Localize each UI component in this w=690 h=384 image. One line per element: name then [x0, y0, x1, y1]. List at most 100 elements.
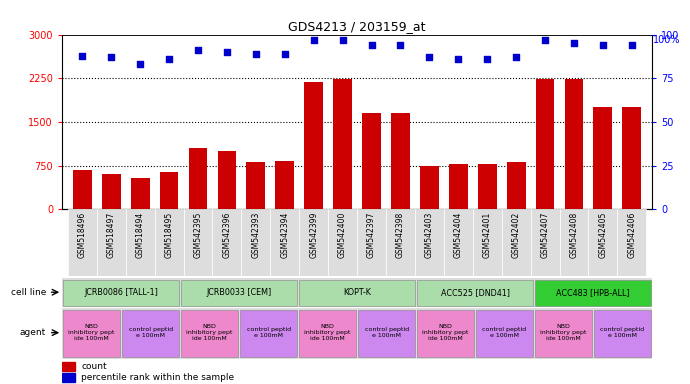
- Text: GSM518495: GSM518495: [165, 211, 174, 258]
- Text: control peptid
e 100mM: control peptid e 100mM: [482, 327, 526, 338]
- Text: control peptid
e 100mM: control peptid e 100mM: [600, 327, 644, 338]
- Text: control peptid
e 100mM: control peptid e 100mM: [364, 327, 408, 338]
- Point: [424, 54, 435, 60]
- Bar: [358, 310, 415, 357]
- Bar: [531, 209, 560, 276]
- Bar: [449, 164, 468, 209]
- Bar: [63, 310, 120, 357]
- Point: [395, 42, 406, 48]
- Bar: [622, 108, 641, 209]
- Bar: [593, 108, 612, 209]
- Bar: [417, 280, 533, 306]
- Bar: [299, 310, 356, 357]
- Bar: [181, 310, 238, 357]
- Point: [77, 53, 88, 59]
- Point: [453, 56, 464, 62]
- Title: GDS4213 / 203159_at: GDS4213 / 203159_at: [288, 20, 426, 33]
- Text: GSM542408: GSM542408: [569, 211, 578, 258]
- Text: GSM542394: GSM542394: [280, 211, 289, 258]
- Bar: [217, 151, 237, 209]
- Bar: [415, 209, 444, 276]
- Text: KOPT-K: KOPT-K: [343, 288, 371, 297]
- Bar: [506, 162, 526, 209]
- Bar: [68, 209, 97, 276]
- Bar: [159, 172, 179, 209]
- Bar: [476, 310, 533, 357]
- Point: [337, 37, 348, 43]
- Bar: [97, 209, 126, 276]
- Bar: [594, 310, 651, 357]
- Bar: [535, 79, 555, 209]
- Point: [511, 54, 522, 60]
- Text: ACC525 [DND41]: ACC525 [DND41]: [440, 288, 509, 297]
- Text: GSM542403: GSM542403: [425, 211, 434, 258]
- Bar: [417, 310, 474, 357]
- Text: percentile rank within the sample: percentile rank within the sample: [81, 373, 235, 382]
- Text: cell line: cell line: [10, 288, 46, 297]
- Bar: [241, 209, 270, 276]
- Point: [106, 54, 117, 60]
- Text: GSM542401: GSM542401: [483, 211, 492, 258]
- Point: [598, 42, 609, 48]
- Text: GSM542395: GSM542395: [193, 211, 203, 258]
- Text: JCRB0086 [TALL-1]: JCRB0086 [TALL-1]: [84, 288, 158, 297]
- Point: [366, 42, 377, 48]
- Bar: [535, 280, 651, 306]
- Point: [164, 56, 175, 62]
- Bar: [386, 209, 415, 276]
- Bar: [473, 209, 502, 276]
- Text: NBD
inhibitory pept
ide 100mM: NBD inhibitory pept ide 100mM: [422, 324, 469, 341]
- Bar: [362, 113, 381, 209]
- Bar: [391, 113, 410, 209]
- Text: NBD
inhibitory pept
ide 100mM: NBD inhibitory pept ide 100mM: [540, 324, 586, 341]
- Point: [135, 61, 146, 67]
- Bar: [213, 209, 242, 276]
- Text: GSM542396: GSM542396: [222, 211, 231, 258]
- Bar: [270, 209, 299, 276]
- Bar: [535, 310, 592, 357]
- Point: [308, 37, 319, 43]
- Text: GSM542393: GSM542393: [251, 211, 260, 258]
- Bar: [73, 170, 92, 209]
- Text: GSM542397: GSM542397: [367, 211, 376, 258]
- Text: JCRB0033 [CEM]: JCRB0033 [CEM]: [206, 288, 272, 297]
- Bar: [357, 209, 386, 276]
- Bar: [618, 209, 647, 276]
- Text: NBD
inhibitory pept
ide 100mM: NBD inhibitory pept ide 100mM: [304, 324, 351, 341]
- Bar: [502, 209, 531, 276]
- Bar: [328, 209, 357, 276]
- Bar: [420, 166, 439, 209]
- Point: [250, 51, 262, 57]
- Point: [540, 37, 551, 43]
- Point: [482, 56, 493, 62]
- Text: GSM518496: GSM518496: [78, 211, 87, 258]
- Bar: [155, 209, 184, 276]
- Bar: [275, 161, 294, 209]
- Bar: [477, 164, 497, 209]
- Text: GSM542406: GSM542406: [627, 211, 636, 258]
- Bar: [131, 179, 150, 209]
- Bar: [63, 280, 179, 306]
- Text: GSM518497: GSM518497: [107, 211, 116, 258]
- Text: ACC483 [HPB-ALL]: ACC483 [HPB-ALL]: [556, 288, 630, 297]
- Text: NBD
inhibitory pept
ide 100mM: NBD inhibitory pept ide 100mM: [186, 324, 233, 341]
- Text: GSM542407: GSM542407: [540, 211, 549, 258]
- Bar: [126, 209, 155, 276]
- Text: count: count: [81, 362, 107, 371]
- Text: agent: agent: [19, 328, 46, 337]
- Bar: [240, 310, 297, 357]
- Bar: [560, 209, 589, 276]
- Text: GSM542402: GSM542402: [511, 211, 521, 258]
- Text: GSM542399: GSM542399: [309, 211, 318, 258]
- Bar: [304, 82, 323, 209]
- Bar: [444, 209, 473, 276]
- Bar: [122, 310, 179, 357]
- Bar: [184, 209, 213, 276]
- Text: GSM542404: GSM542404: [454, 211, 463, 258]
- Text: GSM518494: GSM518494: [136, 211, 145, 258]
- Bar: [62, 362, 75, 371]
- Bar: [589, 209, 618, 276]
- Text: control peptid
e 100mM: control peptid e 100mM: [246, 327, 290, 338]
- Bar: [188, 148, 208, 209]
- Point: [627, 42, 638, 48]
